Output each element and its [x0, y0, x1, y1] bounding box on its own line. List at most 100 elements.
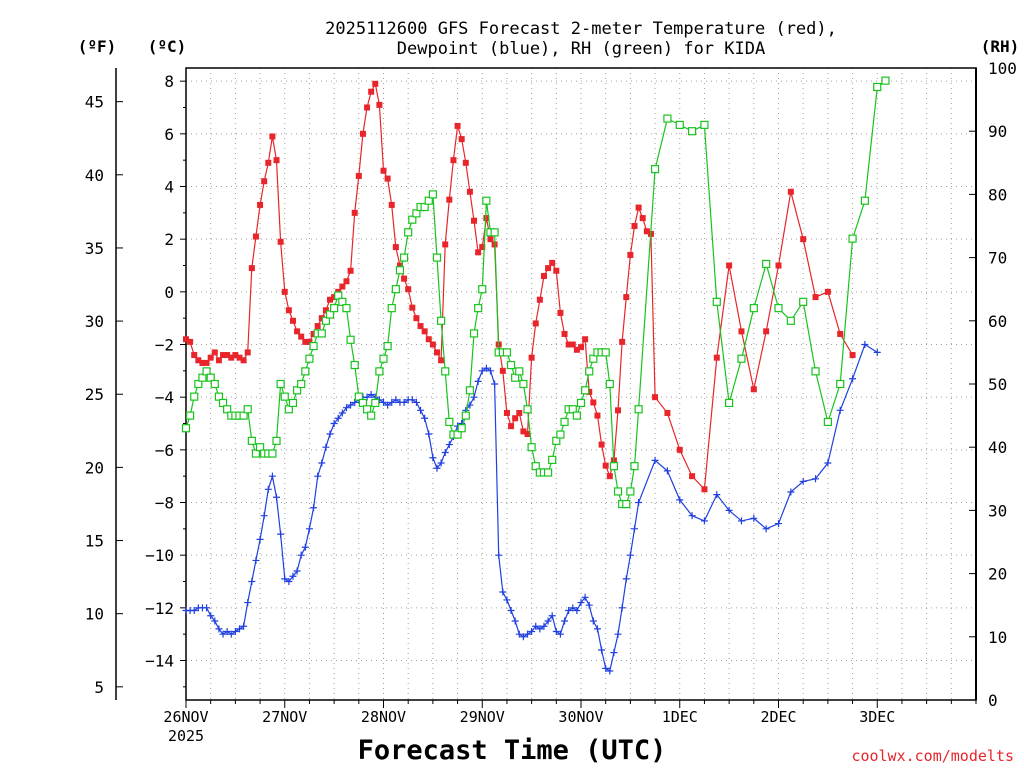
dewpoint-line [186, 343, 878, 672]
dewpoint-marker [421, 414, 429, 422]
x-tick-label: 26NOV [163, 708, 208, 726]
temperature-marker [615, 407, 622, 414]
dewpoint-marker [799, 477, 807, 485]
dewpoint-marker [474, 377, 482, 385]
temperature-marker [516, 409, 523, 416]
temperature-marker [203, 359, 210, 366]
dewpoint-marker [314, 472, 322, 480]
dewpoint-marker [215, 625, 223, 633]
rh-marker [630, 462, 639, 471]
axes [115, 67, 977, 701]
rh-marker [568, 405, 577, 414]
rh-marker [622, 499, 631, 509]
dewpoint-marker [548, 612, 556, 620]
rh-marker [465, 386, 475, 395]
dewpoint-marker [507, 606, 515, 614]
dewpoint-marker [227, 630, 235, 638]
dewpoint-marker [445, 441, 453, 449]
temperature-marker [569, 341, 576, 348]
dewpoint-marker [836, 406, 844, 414]
fahrenheit-tick-label: 20 [85, 458, 104, 477]
temperature-marker [462, 159, 469, 166]
dewpoint-marker [849, 375, 857, 383]
rh-marker [395, 266, 405, 275]
temperature-marker [536, 296, 543, 303]
dewpoint-marker [223, 628, 231, 636]
rh-marker [202, 367, 211, 376]
rh-marker [576, 398, 586, 408]
dewpoint-marker [441, 448, 449, 456]
temperature-marker [578, 344, 584, 351]
temperature-marker [372, 80, 379, 87]
dewpoint-marker [495, 551, 503, 559]
temperature-marker [220, 352, 227, 359]
rh-marker [346, 335, 355, 344]
temperature-marker [824, 288, 831, 295]
dewpoint-marker [556, 630, 564, 638]
temperature-marker [244, 349, 251, 356]
fahrenheit-tick-label: 5 [94, 678, 104, 697]
temperature-marker [401, 275, 408, 282]
rh-marker [848, 234, 857, 243]
rh-tick-label: 10 [988, 628, 1007, 647]
rh-line [185, 80, 886, 505]
rh-marker [194, 379, 203, 389]
rh-marker [198, 373, 207, 382]
temperature-marker [236, 354, 243, 361]
temperature-marker [471, 217, 478, 224]
dewpoint-marker [417, 406, 425, 414]
rh-marker [292, 386, 302, 395]
dewpoint-marker [519, 633, 527, 641]
temperature-marker [265, 159, 272, 166]
dewpoint-marker [207, 612, 215, 620]
dewpoint-marker [700, 517, 708, 525]
rh-tick-label: 0 [988, 691, 998, 710]
rh-tick-label: 60 [988, 312, 1007, 331]
rh-marker [663, 114, 672, 123]
temperature-marker [561, 330, 568, 337]
rh-marker [490, 228, 499, 237]
temperature-marker [528, 354, 535, 361]
rh-marker [762, 259, 771, 269]
temperature-marker [232, 352, 239, 359]
rh-marker [243, 405, 252, 414]
rh-tick-label: 40 [988, 438, 1007, 457]
rh-marker [317, 329, 326, 338]
dewpoint-marker [190, 606, 198, 614]
rh-marker [548, 455, 557, 464]
temperature-marker [837, 330, 844, 337]
dewpoint-marker [297, 551, 305, 559]
celsius-tick-label: 4 [164, 178, 174, 197]
rh-marker [371, 398, 380, 408]
temperature-marker [318, 315, 325, 322]
dewpoint-marker [322, 443, 330, 451]
temperature-marker [392, 244, 399, 251]
dewpoint-marker [342, 404, 350, 412]
temperature-marker [545, 265, 552, 272]
temperature-marker [347, 267, 354, 274]
rh-marker [210, 379, 219, 389]
rh-marker [811, 367, 820, 376]
temperature-marker [606, 473, 613, 480]
dewpoint-marker [433, 464, 441, 472]
rh-marker [836, 379, 845, 389]
dewpoint-marker [503, 596, 511, 604]
celsius-tick-label: 8 [164, 72, 174, 91]
rh-marker [823, 417, 832, 427]
temperature-marker [524, 431, 531, 438]
credit-text: coolwx.com/modelts [851, 747, 1014, 765]
rh-marker [461, 411, 470, 420]
temperature-marker [327, 296, 334, 303]
temperature-marker [475, 249, 482, 256]
dewpoint-marker [663, 467, 671, 475]
temperature-marker [602, 462, 609, 469]
temperature-marker [306, 338, 313, 345]
temperature-series [183, 80, 856, 493]
rh-marker [424, 196, 433, 205]
rh-marker [860, 196, 870, 205]
rh-marker [412, 209, 421, 218]
rh-marker [531, 462, 540, 471]
celsius-tick-label: −12 [145, 599, 174, 618]
temperature-marker [450, 157, 457, 164]
